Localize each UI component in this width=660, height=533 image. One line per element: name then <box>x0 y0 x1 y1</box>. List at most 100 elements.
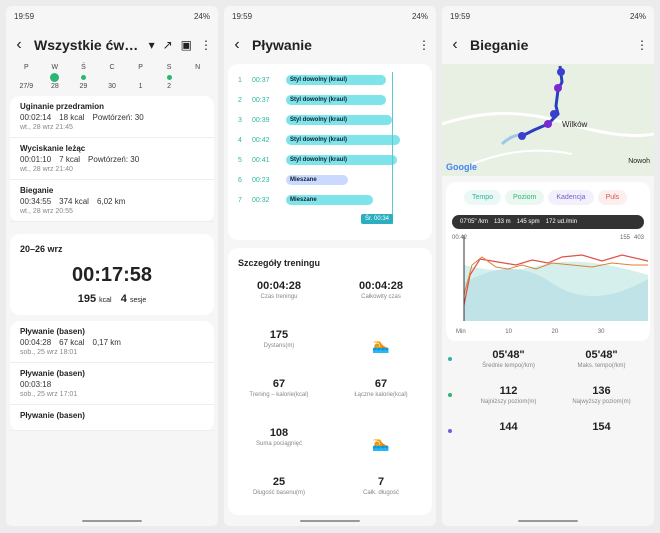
workout-stat: 18 kcal <box>59 113 85 122</box>
activity-dots <box>6 71 218 83</box>
back-icon[interactable]: ‹ <box>16 36 22 53</box>
back-icon[interactable]: ‹ <box>234 36 240 53</box>
detail-value: 108 <box>269 427 289 439</box>
date-label[interactable]: 29 <box>79 83 88 90</box>
week-total-time: 00:17:58 <box>71 264 153 286</box>
workout-item[interactable]: Pływanie (basen) 00:03:18 sob., 25 wrz 17:… <box>10 363 214 405</box>
week-range: 20–26 wrz <box>20 244 63 254</box>
status-time: 19:59 <box>232 11 253 21</box>
lap-row[interactable]: 5 00:41 Styl dowolny (kraul) <box>228 150 432 170</box>
swimmer-icon: 🏊 <box>372 337 390 353</box>
week-kcal-unit: kcal <box>99 297 112 304</box>
metric-chip[interactable]: Puls <box>597 190 628 205</box>
detail-cell: 25 Długość basenu(m) <box>228 468 330 515</box>
route-map[interactable]: Wilków Nowoh Google <box>442 64 654 176</box>
lap-row[interactable]: 2 00:37 Styl dowolny (kraul) <box>228 90 432 110</box>
date-label[interactable]: 2 <box>167 83 172 90</box>
lap-row[interactable]: 3 00:39 Styl dowolny (kraul) <box>228 110 432 130</box>
page-title[interactable]: Wszystkie ćw… <box>34 37 139 53</box>
date-label[interactable]: 27/9 <box>19 83 34 90</box>
series-dot <box>448 393 452 397</box>
workout-stat: 00:01:10 <box>20 155 52 164</box>
status-bar: 19:59 24% <box>442 6 654 26</box>
workout-list-2: Pływanie (basen) 00:04:28 67 kcal 0,17 km so… <box>10 321 214 431</box>
detail-value: 25 <box>272 476 286 488</box>
nav-handle[interactable] <box>300 520 360 522</box>
status-battery: 24% <box>193 11 210 21</box>
metric-chip[interactable]: Kadencja <box>548 190 594 205</box>
stat-row: 05'48" Średnie tempo(/km) 05'48" Maks. temp… <box>442 341 654 377</box>
more-icon[interactable]: ⋮ <box>200 38 212 52</box>
status-battery: 24% <box>411 11 428 21</box>
workout-item[interactable]: Bieganie 00:34:55 374 kcal 6,02 km wt., 28 w… <box>10 180 214 222</box>
detail-cell: 108 Suma pociągnięć <box>228 419 330 466</box>
trend-icon[interactable]: ↗ <box>162 38 173 52</box>
weekday-label: P <box>23 64 29 71</box>
chevron-down-icon[interactable]: ▾ <box>148 38 155 52</box>
lap-row[interactable]: 6 00:23 Mieszane <box>228 170 432 190</box>
lap-time: 00:39 <box>252 116 270 124</box>
workout-item[interactable]: Pływanie (basen) 00:04:28 67 kcal 0,17 km so… <box>10 321 214 363</box>
detail-value: 00:04:28 <box>358 280 404 292</box>
average-label: Śr. 00:34 <box>361 214 394 224</box>
weekday-label: N <box>195 64 201 71</box>
lap-bar: Styl dowolny (kraul) <box>286 155 397 165</box>
detail-cell: 🏊 <box>330 321 432 368</box>
status-bar: 19:59 24% <box>6 6 218 26</box>
lap-number: 7 <box>238 196 242 204</box>
phone-all-workouts: 19:59 24% ‹ Wszystkie ćw… ▾ ↗ ▣ ⋮ P W Ś C P S… <box>6 6 218 526</box>
detail-cell: 00:04:28 Czas treningu <box>228 272 330 319</box>
stat-label: Średnie tempo(/km) <box>482 363 535 369</box>
swimmer-icon: 🏊 <box>372 435 390 451</box>
back-icon[interactable]: ‹ <box>452 36 458 53</box>
tooltip-value: 145 spm <box>516 219 540 225</box>
chart-tooltip: 07'05" /km 133 m 145 spm 172 ud./min <box>452 215 644 229</box>
detail-cell: 7 Całk. długość <box>330 468 432 515</box>
lap-row[interactable]: 4 00:42 Styl dowolny (kraul) <box>228 130 432 150</box>
date-label[interactable]: 30 <box>108 83 116 90</box>
weekday-label: S <box>166 64 172 71</box>
more-icon[interactable]: ⋮ <box>418 38 430 52</box>
nav-handle[interactable] <box>518 520 578 522</box>
detail-label: Czas treningu <box>260 294 298 300</box>
day-dot-slot <box>71 74 95 80</box>
metric-chip[interactable]: Tempo <box>464 190 502 205</box>
stat-label: Najwyższy poziom(m) <box>572 399 631 405</box>
date-label[interactable]: 1 <box>138 83 143 90</box>
phone-running: 19:59 24% ‹ Bieganie ⋮ Wilków Nowoh Goog… <box>442 6 654 526</box>
y-axis-top-right: 155 <box>619 235 630 241</box>
week-summary[interactable]: 20–26 wrz 00:17:58 195 kcal 4 sesje <box>10 234 214 315</box>
lap-row[interactable]: 1 00:37 Styl dowolny (kraul) <box>228 70 432 90</box>
detail-value: 67 <box>374 378 388 390</box>
detail-label: Całkowity czas <box>361 294 401 300</box>
lap-row[interactable]: 7 00:32 Mieszane <box>228 190 432 210</box>
lap-time: 00:41 <box>252 156 270 164</box>
multi-series-chart[interactable]: 00:42 155 403 Min 10 20 30 <box>452 235 649 335</box>
metric-chip[interactable]: Poziom <box>505 190 545 205</box>
activity-dot <box>80 74 86 80</box>
x-tick: 10 <box>505 329 512 335</box>
calendar-icon[interactable]: ▣ <box>180 38 192 52</box>
lap-bar: Mieszane <box>286 195 373 205</box>
workout-stat: Powtórzeń: 30 <box>88 155 140 164</box>
details-title: Szczegóły treningu <box>238 258 321 268</box>
average-line <box>392 72 393 224</box>
workout-stat: 00:04:28 <box>20 338 52 347</box>
series-dot <box>448 429 452 433</box>
workout-stat: 67 kcal <box>59 338 85 347</box>
detail-label: Łączne kalorie(kcal) <box>354 392 408 398</box>
weekday-label: C <box>109 64 115 71</box>
more-icon[interactable]: ⋮ <box>636 38 648 52</box>
nav-handle[interactable] <box>82 520 142 522</box>
workout-item[interactable]: Uginanie przedramion 00:02:14 18 kcal Powtó… <box>10 96 214 138</box>
workout-item[interactable]: Wyciskanie leżąc 00:01:10 7 kcal Powtórzeń:… <box>10 138 214 180</box>
date-label[interactable] <box>186 83 210 90</box>
y-axis-top-right-2: 403 <box>633 235 644 241</box>
status-time: 19:59 <box>14 11 35 21</box>
workout-stat: Powtórzeń: 30 <box>92 113 144 122</box>
x-tick: 30 <box>597 329 605 335</box>
workout-item[interactable]: Pływanie (basen) <box>10 405 214 431</box>
lap-number: 2 <box>238 96 242 104</box>
date-label[interactable]: 28 <box>50 83 59 90</box>
route-line <box>521 65 564 138</box>
